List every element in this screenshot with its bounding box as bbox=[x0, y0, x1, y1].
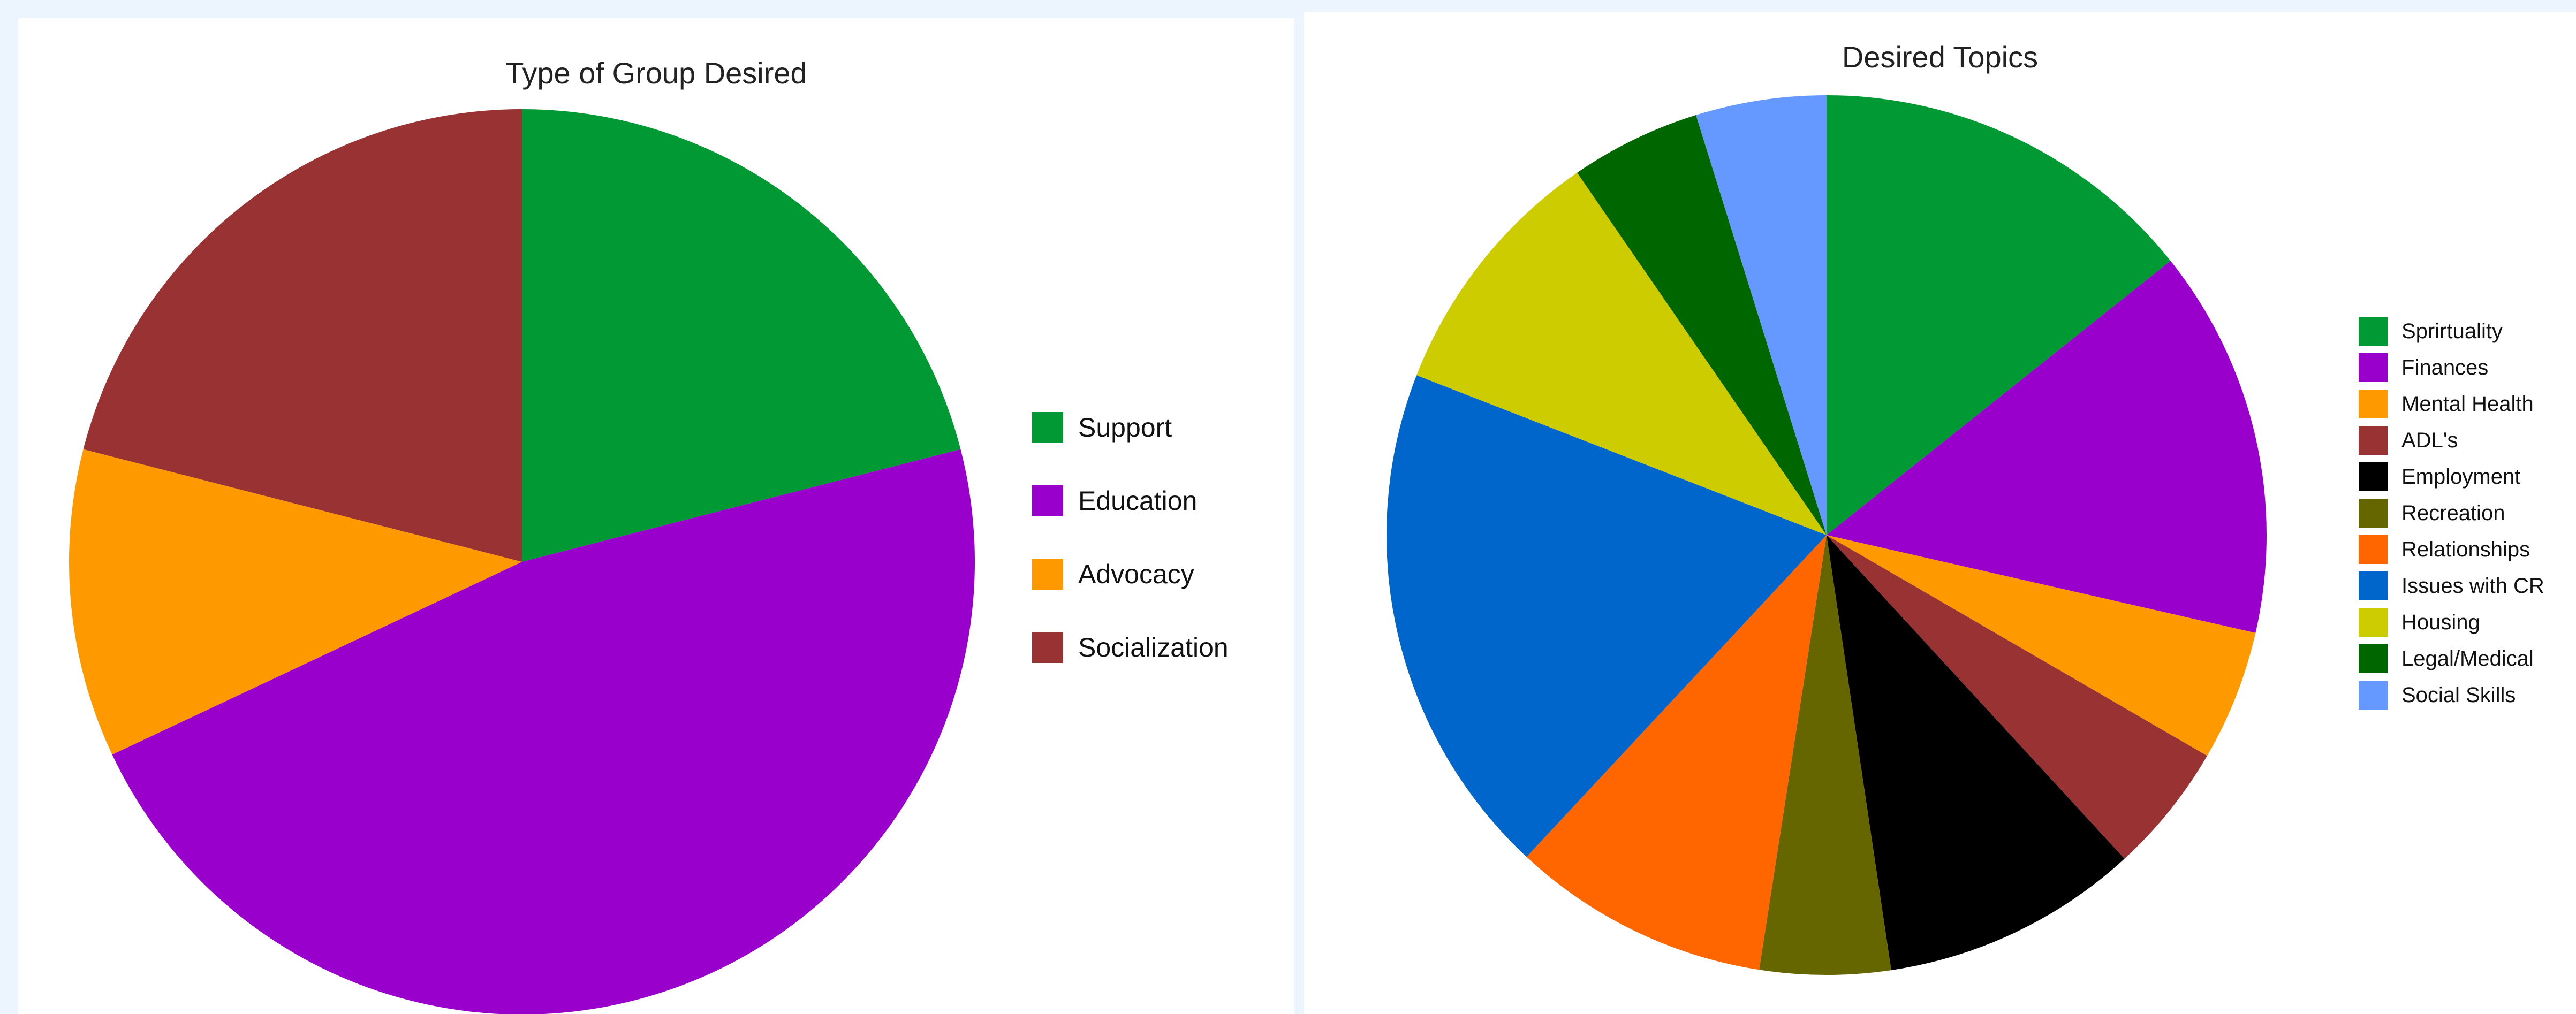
pie-slice-mental-health bbox=[1827, 535, 2256, 756]
legend-item-socialization: Socialization bbox=[1032, 632, 1229, 663]
legend-item-advocacy: Advocacy bbox=[1032, 559, 1194, 590]
legend-item-social-skills: Social Skills bbox=[2359, 681, 2516, 710]
legend-swatch bbox=[2359, 317, 2388, 346]
legend-item-sprirtuality: Sprirtuality bbox=[2359, 317, 2503, 346]
pie-slice-socialization bbox=[83, 109, 522, 562]
legend-swatch bbox=[2359, 535, 2388, 564]
legend-label: Socialization bbox=[1078, 632, 1229, 662]
legend-label: Education bbox=[1078, 486, 1198, 516]
legend-label: Finances bbox=[2401, 355, 2489, 379]
legend-item-adl-s: ADL's bbox=[2359, 426, 2458, 455]
legend-item-issues-with-cr: Issues with CR bbox=[2359, 571, 2544, 600]
pie-slice-finances bbox=[1827, 261, 2267, 633]
legend-swatch bbox=[1032, 485, 1063, 516]
legend-label: ADL's bbox=[2401, 428, 2458, 452]
pie-slice-employment bbox=[1827, 535, 2125, 971]
legend-swatch bbox=[2359, 426, 2388, 455]
legend-swatch bbox=[2359, 499, 2388, 528]
pie-slice-relationships bbox=[1526, 535, 1827, 970]
legend-swatch bbox=[1032, 632, 1063, 663]
legend-swatch bbox=[2359, 644, 2388, 673]
legend-label: Advocacy bbox=[1078, 559, 1194, 589]
chart-title-desired-topics: Desired Topics bbox=[1842, 40, 2039, 74]
pie-slice-legal-medical bbox=[1577, 115, 1827, 535]
pie-chart-desired-topics bbox=[1387, 95, 2267, 975]
legend-label: Employment bbox=[2401, 464, 2521, 489]
legend-item-relationships: Relationships bbox=[2359, 535, 2530, 564]
legend-label: Housing bbox=[2401, 610, 2480, 634]
pie-slice-advocacy bbox=[69, 449, 522, 755]
legend-swatch bbox=[2359, 462, 2388, 491]
legend-item-finances: Finances bbox=[2359, 353, 2488, 382]
legend-item-mental-health: Mental Health bbox=[2359, 390, 2534, 418]
legend-label: Support bbox=[1078, 413, 1172, 443]
legend-label: Relationships bbox=[2401, 537, 2530, 561]
legend-swatch bbox=[1032, 412, 1063, 443]
pie-slice-social-skills bbox=[1696, 95, 1827, 535]
pie-chart-group-type bbox=[69, 109, 975, 1014]
legend-swatch bbox=[2359, 390, 2388, 418]
chart-panel-group-type: Type of Group Desired Support Education Ad… bbox=[18, 18, 1294, 1014]
legend-item-recreation: Recreation bbox=[2359, 499, 2505, 528]
legend-label: Mental Health bbox=[2401, 392, 2534, 416]
legend-label: Social Skills bbox=[2401, 683, 2516, 707]
pie-slice-housing bbox=[1416, 172, 1827, 535]
chart-panel-desired-topics: Desired Topics Sprirtuality Finances Menta… bbox=[1304, 12, 2576, 1014]
legend-label: Legal/Medical bbox=[2401, 646, 2534, 670]
legend-swatch bbox=[1032, 559, 1063, 590]
legend-swatch bbox=[2359, 681, 2388, 710]
pie-slice-recreation bbox=[1759, 535, 1891, 975]
legend-item-housing: Housing bbox=[2359, 608, 2480, 637]
legend-item-employment: Employment bbox=[2359, 462, 2520, 491]
legend-swatch bbox=[2359, 353, 2388, 382]
pie-slice-issues-with-cr bbox=[1387, 375, 1827, 857]
legend-item-legal-medical: Legal/Medical bbox=[2359, 644, 2534, 673]
legend-swatch bbox=[2359, 608, 2388, 637]
legend-item-education: Education bbox=[1032, 485, 1197, 516]
legend-label: Sprirtuality bbox=[2401, 319, 2503, 343]
legend-label: Recreation bbox=[2401, 501, 2505, 525]
legend-label: Issues with CR bbox=[2401, 574, 2544, 598]
chart-title-group-type: Type of Group Desired bbox=[505, 56, 807, 90]
pie-slice-education bbox=[112, 449, 975, 1014]
legend-item-support: Support bbox=[1032, 412, 1172, 443]
pie-slice-sprirtuality bbox=[1827, 95, 2171, 535]
pie-slice-support bbox=[522, 109, 961, 562]
legend-swatch bbox=[2359, 571, 2388, 600]
pie-slice-adl-s bbox=[1827, 535, 2208, 859]
